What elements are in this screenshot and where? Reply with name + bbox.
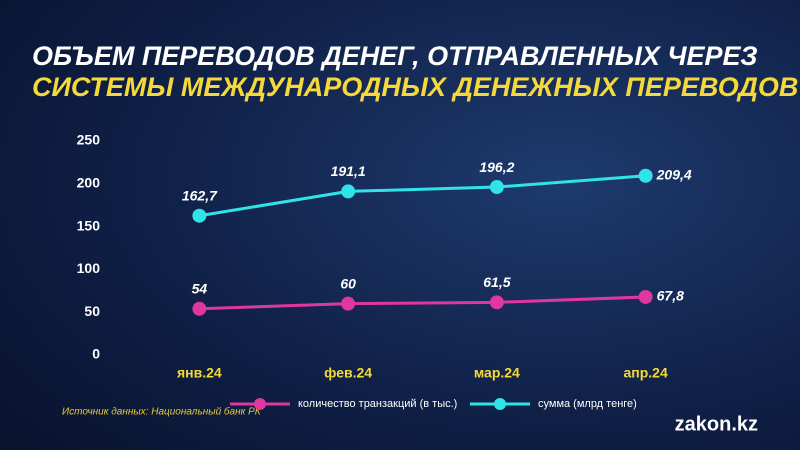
- legend-label: сумма (млрд тенге): [538, 398, 637, 410]
- data-label: 209,4: [656, 166, 692, 182]
- y-tick-label: 200: [77, 175, 101, 191]
- data-point: [341, 296, 356, 311]
- data-label: 191,1: [331, 163, 366, 179]
- legend-marker: [254, 398, 266, 410]
- data-label: 60: [340, 275, 356, 291]
- data-label: 67,8: [657, 288, 684, 304]
- legend-marker: [494, 398, 506, 410]
- series-line: [199, 295, 646, 311]
- source: Источник данных: Национальный банк РК: [62, 406, 262, 418]
- data-point: [192, 208, 207, 223]
- data-label: 196,2: [479, 159, 514, 175]
- x-tick-label: апр.24: [623, 365, 667, 381]
- data-point: [192, 301, 207, 316]
- data-label: 162,7: [182, 187, 218, 203]
- series-line: [199, 174, 646, 218]
- data-point: [489, 295, 504, 310]
- y-tick-label: 100: [77, 260, 101, 276]
- data-point: [638, 289, 653, 304]
- data-point: [341, 184, 356, 199]
- y-tick-label: 150: [77, 217, 101, 233]
- legend-label: количество транзакций (в тыс.): [298, 398, 457, 410]
- x-tick-label: янв.24: [177, 365, 222, 381]
- data-label: 61,5: [483, 274, 510, 290]
- x-tick-label: мар.24: [474, 365, 520, 381]
- logo: zakon.kz: [675, 413, 758, 435]
- data-point: [489, 180, 504, 195]
- y-tick-label: 50: [84, 303, 100, 319]
- y-tick-label: 0: [92, 346, 100, 362]
- data-point: [638, 168, 653, 183]
- y-tick-label: 250: [77, 132, 101, 148]
- data-label: 54: [192, 280, 208, 296]
- title-line: ОБЪЕМ ПЕРЕВОДОВ ДЕНЕГ, ОТПРАВЛЕННЫХ ЧЕРЕ…: [32, 41, 758, 71]
- title-line: СИСТЕМЫ МЕЖДУНАРОДНЫХ ДЕНЕЖНЫХ ПЕРЕВОДОВ: [32, 72, 798, 102]
- x-tick-label: фев.24: [324, 365, 372, 381]
